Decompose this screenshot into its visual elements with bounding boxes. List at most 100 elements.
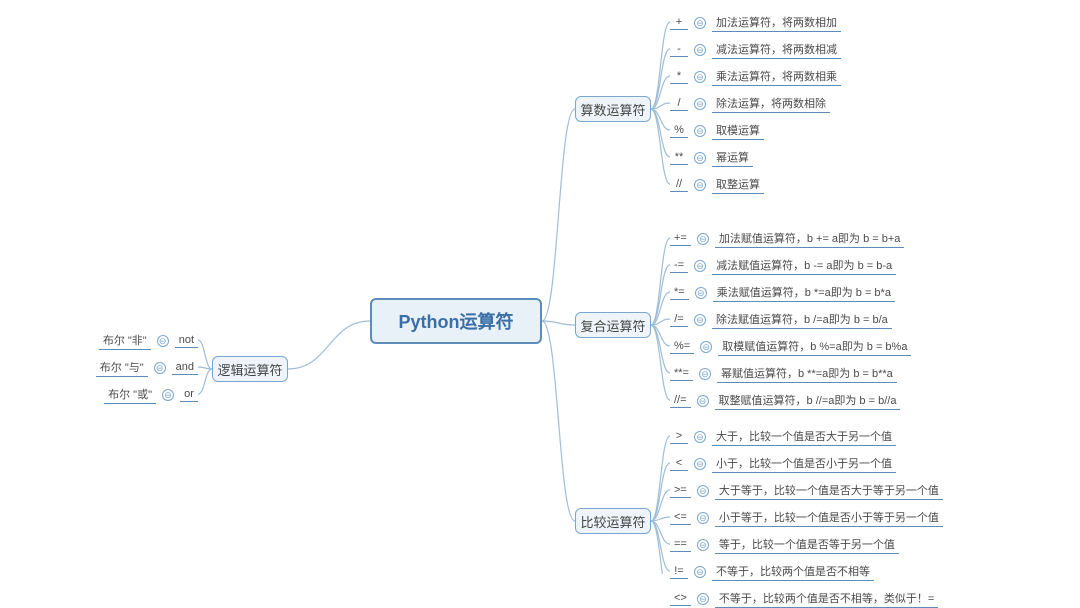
leaf-desc: 不等于，比较两个值是否不相等 (712, 563, 874, 581)
branch-node-logical[interactable]: 逻辑运算符 (212, 356, 288, 382)
leaf-row: **= ⊖ 幂赋值运算符，b **=a即为 b = b**a (670, 365, 897, 383)
leaf-desc: 加法运算符，将两数相加 (712, 14, 841, 32)
collapse-icon[interactable]: ⊖ (699, 368, 711, 380)
leaf-row: != ⊖ 不等于，比较两个值是否不相等 (670, 563, 874, 581)
leaf-row: *=⊖乘法赋值运算符，b *=a即为 b = b*a (670, 284, 895, 302)
collapse-icon[interactable]: ⊖ (694, 125, 706, 137)
leaf-row: %=⊖取模赋值运算符，b %=a即为 b = b%a (670, 338, 911, 356)
leaf-row: == ⊖ 等于，比较一个值是否等于另一个值 (670, 536, 899, 554)
collapse-icon[interactable]: ⊖ (694, 566, 706, 578)
leaf-symbol: <= (670, 511, 691, 525)
collapse-icon[interactable]: ⊖ (694, 179, 706, 191)
collapse-icon[interactable]: ⊖ (697, 512, 709, 524)
leaf-desc: 减法运算符，将两数相减 (712, 41, 841, 59)
leaf-desc: 取模赋值运算符，b %=a即为 b = b%a (718, 338, 911, 356)
leaf-row: or⊖布尔 "或" (104, 386, 198, 404)
collapse-icon[interactable]: ⊖ (694, 458, 706, 470)
leaf-symbol: <> (670, 592, 691, 606)
leaf-desc: 减法赋值运算符，b -= a即为 b = b-a (712, 257, 896, 275)
collapse-icon[interactable]: ⊖ (697, 539, 709, 551)
collapse-icon[interactable]: ⊖ (694, 17, 706, 29)
branch-label: 复合运算符 (580, 316, 645, 335)
leaf-desc: 加法赋值运算符，b += a即为 b = b+a (715, 230, 905, 248)
leaf-desc: 等于，比较一个值是否等于另一个值 (715, 536, 899, 554)
leaf-symbol: == (670, 538, 691, 552)
leaf-desc: 布尔 "与" (96, 359, 148, 377)
collapse-icon[interactable]: ⊖ (694, 260, 706, 272)
root-label: Python运算符 (399, 308, 514, 334)
leaf-row: <> ⊖ 不等于，比较两个值是否不相等，类似于！= (670, 590, 938, 608)
leaf-desc: 取整赋值运算符，b //=a即为 b = b//a (715, 392, 901, 410)
branch-label: 比较运算符 (580, 512, 645, 531)
leaf-symbol: / (670, 97, 688, 111)
leaf-desc: 乘法运算符，将两数相乘 (712, 68, 841, 86)
leaf-row: and ⊖ 布尔 "与" (96, 359, 198, 377)
leaf-symbol: and (172, 361, 198, 375)
collapse-icon[interactable]: ⊖ (694, 431, 706, 443)
leaf-symbol: + (670, 16, 688, 30)
leaf-desc: 乘法赋值运算符，b *=a即为 b = b*a (713, 284, 895, 302)
leaf-desc: 不等于，比较两个值是否不相等，类似于！= (715, 590, 938, 608)
collapse-icon[interactable]: ⊖ (694, 98, 706, 110)
collapse-icon[interactable]: ⊖ (162, 389, 174, 401)
leaf-row: /⊖除法运算，将两数相除 (670, 95, 830, 113)
leaf-row: <= ⊖ 小于等于，比较一个值是否小于等于另一个值 (670, 509, 943, 527)
leaf-row: /= ⊖ 除法赋值运算符，b /=a即为 b = b/a (670, 311, 892, 329)
leaf-row: -⊖ 减法运算符，将两数相减 (670, 41, 841, 59)
leaf-row: //= ⊖ 取整赋值运算符，b //=a即为 b = b//a (670, 392, 900, 410)
collapse-icon[interactable]: ⊖ (695, 287, 707, 299)
leaf-symbol: //= (670, 394, 691, 408)
leaf-desc: 布尔 "非" (99, 332, 151, 350)
leaf-desc: 取整运算 (712, 176, 764, 194)
root-node[interactable]: Python运算符 (370, 298, 542, 344)
leaf-symbol: -= (670, 259, 688, 273)
leaf-symbol: * (670, 70, 688, 84)
leaf-symbol: < (670, 457, 688, 471)
leaf-row: * ⊖ 乘法运算符，将两数相乘 (670, 68, 841, 86)
leaf-desc: 幂运算 (712, 149, 753, 167)
leaf-symbol: **= (670, 367, 693, 381)
branch-node-arithmetic[interactable]: 算数运算符 (575, 96, 651, 122)
collapse-icon[interactable]: ⊖ (694, 71, 706, 83)
collapse-icon[interactable]: ⊖ (697, 593, 709, 605)
leaf-symbol: - (670, 43, 688, 57)
leaf-row: += ⊖ 加法赋值运算符，b += a即为 b = b+a (670, 230, 904, 248)
leaf-row: < ⊖ 小于，比较一个值是否小于另一个值 (670, 455, 896, 473)
leaf-desc: 除法赋值运算符，b /=a即为 b = b/a (712, 311, 892, 329)
leaf-desc: 幂赋值运算符，b **=a即为 b = b**a (717, 365, 897, 383)
branch-node-comparison[interactable]: 比较运算符 (575, 508, 651, 534)
leaf-symbol: != (670, 565, 688, 579)
leaf-desc: 小于等于，比较一个值是否小于等于另一个值 (715, 509, 943, 527)
collapse-icon[interactable]: ⊖ (694, 44, 706, 56)
leaf-row: -= ⊖ 减法赋值运算符，b -= a即为 b = b-a (670, 257, 896, 275)
leaf-symbol: // (670, 178, 688, 192)
leaf-row: >=⊖大于等于，比较一个值是否大于等于另一个值 (670, 482, 943, 500)
collapse-icon[interactable]: ⊖ (694, 152, 706, 164)
branch-node-compound[interactable]: 复合运算符 (575, 312, 651, 338)
leaf-row: not ⊖ 布尔 "非" (99, 332, 198, 350)
leaf-symbol: ** (670, 151, 688, 165)
collapse-icon[interactable]: ⊖ (694, 314, 706, 326)
leaf-desc: 大于等于，比较一个值是否大于等于另一个值 (715, 482, 943, 500)
leaf-row: % ⊖ 取模运算 (670, 122, 764, 140)
leaf-row: >⊖大于，比较一个值是否大于另一个值 (670, 428, 896, 446)
leaf-row: + ⊖ 加法运算符，将两数相加 (670, 14, 841, 32)
leaf-symbol: += (670, 232, 691, 246)
collapse-icon[interactable]: ⊖ (697, 233, 709, 245)
collapse-icon[interactable]: ⊖ (700, 341, 712, 353)
leaf-desc: 大于，比较一个值是否大于另一个值 (712, 428, 896, 446)
leaf-symbol: not (175, 334, 198, 348)
leaf-row: // ⊖ 取整运算 (670, 176, 764, 194)
branch-label: 逻辑运算符 (217, 360, 282, 379)
collapse-icon[interactable]: ⊖ (154, 362, 166, 374)
leaf-symbol: /= (670, 313, 688, 327)
collapse-icon[interactable]: ⊖ (697, 485, 709, 497)
leaf-symbol: % (670, 124, 688, 138)
collapse-icon[interactable]: ⊖ (697, 395, 709, 407)
leaf-desc: 布尔 "或" (104, 386, 156, 404)
collapse-icon[interactable]: ⊖ (157, 335, 169, 347)
leaf-desc: 小于，比较一个值是否小于另一个值 (712, 455, 896, 473)
leaf-desc: 取模运算 (712, 122, 764, 140)
leaf-row: ** ⊖ 幂运算 (670, 149, 753, 167)
branch-label: 算数运算符 (580, 100, 645, 119)
